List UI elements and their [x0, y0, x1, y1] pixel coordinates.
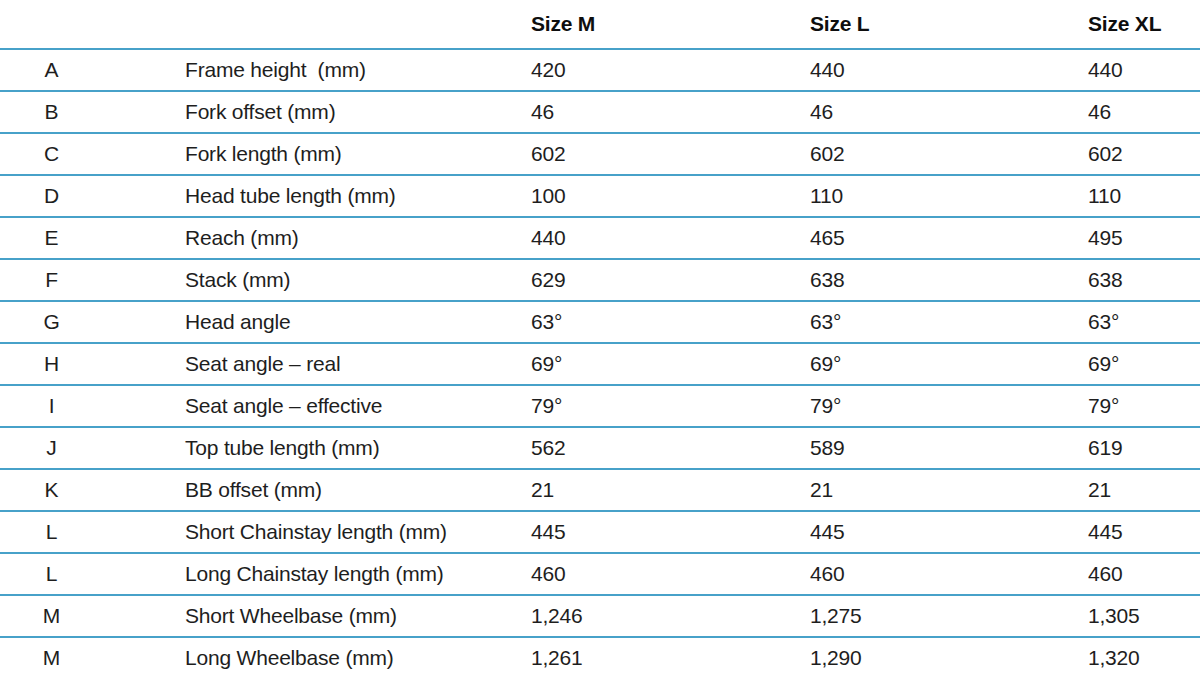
row-letter: G [0, 301, 103, 343]
table-row: HSeat angle – real69°69°69° [0, 343, 1200, 385]
geometry-table: Size M Size L Size XL AFrame height (mm)… [0, 0, 1200, 678]
row-label: Long Chainstay length (mm) [103, 553, 531, 595]
row-value-xl: 79° [1088, 385, 1200, 427]
row-letter: E [0, 217, 103, 259]
row-value-xl: 1,305 [1088, 595, 1200, 637]
row-letter: H [0, 343, 103, 385]
row-value-l: 638 [810, 259, 1088, 301]
table-row: JTop tube length (mm)562589619 [0, 427, 1200, 469]
row-value-m: 1,246 [531, 595, 810, 637]
row-value-l: 440 [810, 49, 1088, 91]
row-label: Fork offset (mm) [103, 91, 531, 133]
table-row: GHead angle63°63°63° [0, 301, 1200, 343]
row-value-m: 46 [531, 91, 810, 133]
row-value-xl: 69° [1088, 343, 1200, 385]
row-value-l: 63° [810, 301, 1088, 343]
row-letter: B [0, 91, 103, 133]
table-row: AFrame height (mm)420440440 [0, 49, 1200, 91]
row-value-xl: 460 [1088, 553, 1200, 595]
row-value-l: 445 [810, 511, 1088, 553]
row-value-xl: 63° [1088, 301, 1200, 343]
row-value-m: 79° [531, 385, 810, 427]
row-value-l: 460 [810, 553, 1088, 595]
table-row: BFork offset (mm)464646 [0, 91, 1200, 133]
row-value-l: 69° [810, 343, 1088, 385]
table-row: MShort Wheelbase (mm)1,2461,2751,305 [0, 595, 1200, 637]
table-row: CFork length (mm)602602602 [0, 133, 1200, 175]
row-value-xl: 495 [1088, 217, 1200, 259]
row-letter: L [0, 553, 103, 595]
row-value-l: 589 [810, 427, 1088, 469]
table-row: LLong Chainstay length (mm)460460460 [0, 553, 1200, 595]
row-value-m: 100 [531, 175, 810, 217]
row-value-m: 21 [531, 469, 810, 511]
row-value-m: 562 [531, 427, 810, 469]
row-value-l: 21 [810, 469, 1088, 511]
row-value-m: 440 [531, 217, 810, 259]
table-row: KBB offset (mm)212121 [0, 469, 1200, 511]
row-value-m: 1,261 [531, 637, 810, 678]
row-value-xl: 1,320 [1088, 637, 1200, 678]
table-row: LShort Chainstay length (mm)445445445 [0, 511, 1200, 553]
header-size-m: Size M [531, 0, 810, 49]
row-value-m: 460 [531, 553, 810, 595]
row-label: Long Wheelbase (mm) [103, 637, 531, 678]
row-letter: M [0, 637, 103, 678]
row-value-l: 46 [810, 91, 1088, 133]
row-value-l: 79° [810, 385, 1088, 427]
row-value-xl: 110 [1088, 175, 1200, 217]
row-label: Fork length (mm) [103, 133, 531, 175]
row-value-m: 420 [531, 49, 810, 91]
row-letter: C [0, 133, 103, 175]
row-label: Frame height (mm) [103, 49, 531, 91]
row-value-m: 69° [531, 343, 810, 385]
table-row: DHead tube length (mm)100110110 [0, 175, 1200, 217]
header-size-xl: Size XL [1088, 0, 1200, 49]
row-value-xl: 445 [1088, 511, 1200, 553]
row-value-xl: 21 [1088, 469, 1200, 511]
table-row: EReach (mm)440465495 [0, 217, 1200, 259]
header-letter-spacer [0, 0, 103, 49]
row-value-xl: 619 [1088, 427, 1200, 469]
row-letter: L [0, 511, 103, 553]
row-value-m: 602 [531, 133, 810, 175]
row-letter: A [0, 49, 103, 91]
row-value-l: 1,290 [810, 637, 1088, 678]
header-size-l: Size L [810, 0, 1088, 49]
row-value-xl: 602 [1088, 133, 1200, 175]
row-label: Seat angle – effective [103, 385, 531, 427]
row-letter: F [0, 259, 103, 301]
row-letter: I [0, 385, 103, 427]
row-label: Top tube length (mm) [103, 427, 531, 469]
row-value-m: 445 [531, 511, 810, 553]
row-value-l: 1,275 [810, 595, 1088, 637]
row-value-m: 63° [531, 301, 810, 343]
row-value-xl: 638 [1088, 259, 1200, 301]
row-value-xl: 46 [1088, 91, 1200, 133]
row-letter: J [0, 427, 103, 469]
row-label: Head angle [103, 301, 531, 343]
row-letter: D [0, 175, 103, 217]
row-letter: K [0, 469, 103, 511]
header-row: Size M Size L Size XL [0, 0, 1200, 49]
row-value-l: 602 [810, 133, 1088, 175]
header-label-spacer [103, 0, 531, 49]
row-label: Short Wheelbase (mm) [103, 595, 531, 637]
row-value-xl: 440 [1088, 49, 1200, 91]
row-label: Seat angle – real [103, 343, 531, 385]
row-label: Reach (mm) [103, 217, 531, 259]
row-label: BB offset (mm) [103, 469, 531, 511]
row-value-m: 629 [531, 259, 810, 301]
table-row: MLong Wheelbase (mm)1,2611,2901,320 [0, 637, 1200, 678]
table-row: ISeat angle – effective79°79°79° [0, 385, 1200, 427]
table-row: FStack (mm)629638638 [0, 259, 1200, 301]
row-value-l: 110 [810, 175, 1088, 217]
row-label: Short Chainstay length (mm) [103, 511, 531, 553]
row-letter: M [0, 595, 103, 637]
row-value-l: 465 [810, 217, 1088, 259]
row-label: Head tube length (mm) [103, 175, 531, 217]
row-label: Stack (mm) [103, 259, 531, 301]
